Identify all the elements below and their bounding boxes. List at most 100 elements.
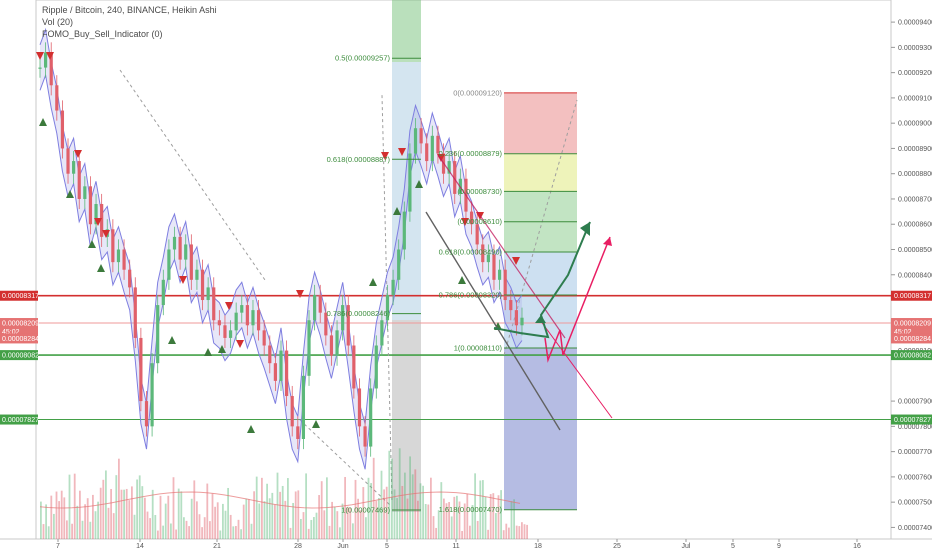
fib-right-label: 1(0.00008110) <box>454 344 503 353</box>
volume-bar <box>136 479 138 539</box>
candle-body <box>217 320 221 326</box>
candle-body <box>329 335 334 356</box>
fib-left-label: 1(0.00007469) <box>341 505 390 514</box>
candle-body <box>341 305 345 331</box>
volume-bar <box>513 499 515 539</box>
volume-bar <box>372 457 375 539</box>
volume-bar <box>292 502 294 539</box>
volume-bar <box>258 503 261 539</box>
volume-bar <box>76 505 79 539</box>
volume-bar <box>448 502 450 539</box>
volume-bar <box>435 527 437 539</box>
volume-bar <box>222 503 224 539</box>
candle-body <box>88 186 93 225</box>
volume-bar <box>313 517 315 539</box>
volume-bar <box>463 503 466 539</box>
y-tick-label: 0.00007700 <box>898 449 932 456</box>
y-tick-label: 0.00009000 <box>898 121 932 128</box>
volume-bar <box>349 507 352 539</box>
volume-bar <box>71 523 73 539</box>
x-tick-label: Jun <box>337 543 348 550</box>
candle-body <box>408 153 412 212</box>
candle-body <box>195 269 199 280</box>
buy-signal-marker <box>66 190 74 198</box>
candle-body <box>363 426 367 447</box>
volume-bar <box>430 477 432 539</box>
volume-bar <box>500 490 502 539</box>
y-tick-label: 0.00008700 <box>898 196 932 203</box>
candle-body <box>156 305 160 364</box>
candle-body <box>475 224 479 245</box>
volume-bar <box>125 488 128 539</box>
volume-bar <box>157 530 159 539</box>
fib-right-label: (0.00008610) <box>457 217 502 226</box>
left-price-badge <box>0 333 38 344</box>
legend-volume[interactable]: Vol (20) <box>42 17 74 27</box>
candle-body <box>72 161 76 174</box>
volume-bar <box>453 496 456 539</box>
left-price-badge-label: 0.00007827 <box>2 417 39 424</box>
volume-bar <box>211 493 214 539</box>
legend-title[interactable]: Ripple / Bitcoin, 240, BINANCE, Heikin A… <box>42 5 217 15</box>
volume-bar <box>336 511 339 539</box>
volume-bar <box>352 523 354 539</box>
candle-body <box>346 305 350 346</box>
candle-body <box>256 310 261 331</box>
sell-signal-marker <box>381 152 389 160</box>
x-tick-label: 7 <box>56 543 60 550</box>
volume-bar <box>63 497 66 539</box>
volume-bar <box>245 498 248 539</box>
y-tick-label: 0.00008600 <box>898 222 932 229</box>
volume-bar <box>508 527 510 539</box>
candle-body <box>313 294 317 321</box>
candle-body <box>44 52 48 68</box>
buy-signal-marker <box>97 264 105 272</box>
fib-zone-yellow <box>504 153 577 192</box>
right-price-badge-label: 0.00008209 <box>894 321 931 328</box>
volume-bar <box>235 526 237 539</box>
x-tick-label: 25 <box>613 543 621 550</box>
volume-bar <box>224 510 227 539</box>
volume-bar <box>300 518 302 539</box>
candle-body <box>49 52 53 86</box>
candle-body <box>324 312 328 336</box>
candle-body <box>307 320 311 376</box>
volume-bar <box>440 482 443 539</box>
legend-indicator[interactable]: FOMO_Buy_Sell_Indicator (0) <box>42 29 163 39</box>
volume-bar <box>297 490 300 539</box>
candle-body <box>167 249 171 280</box>
candle-body <box>301 375 306 439</box>
plot-area <box>35 0 892 540</box>
volume-bar <box>466 493 469 539</box>
volume-bar <box>495 513 497 539</box>
volume-bar <box>362 487 365 539</box>
candle-body <box>206 287 210 301</box>
x-tick-label: 5 <box>385 543 389 550</box>
volume-bar <box>333 506 336 539</box>
candle-body <box>497 269 502 280</box>
volume-bar <box>149 518 151 539</box>
volume-bar <box>110 488 112 539</box>
volume-bar <box>432 516 435 539</box>
volume-bar <box>482 480 484 539</box>
right-price-badge-label: 0.00007827 <box>894 417 931 424</box>
volume-bar <box>53 513 55 539</box>
candle-body <box>492 254 496 280</box>
volume-bar <box>484 496 487 539</box>
volume-bar <box>331 501 333 539</box>
candle-body <box>425 143 429 162</box>
buy-signal-marker <box>88 240 96 248</box>
volume-bar <box>198 514 201 539</box>
volume-bar <box>523 524 526 539</box>
candle-body <box>273 363 277 381</box>
candle-body <box>413 128 418 154</box>
candle-body <box>133 287 137 338</box>
volume-bar <box>164 503 167 539</box>
candle-body <box>453 161 457 194</box>
volume-bar <box>302 512 305 539</box>
candle-body <box>111 229 115 263</box>
volume-bar <box>240 529 242 539</box>
volume-bar <box>183 517 185 539</box>
